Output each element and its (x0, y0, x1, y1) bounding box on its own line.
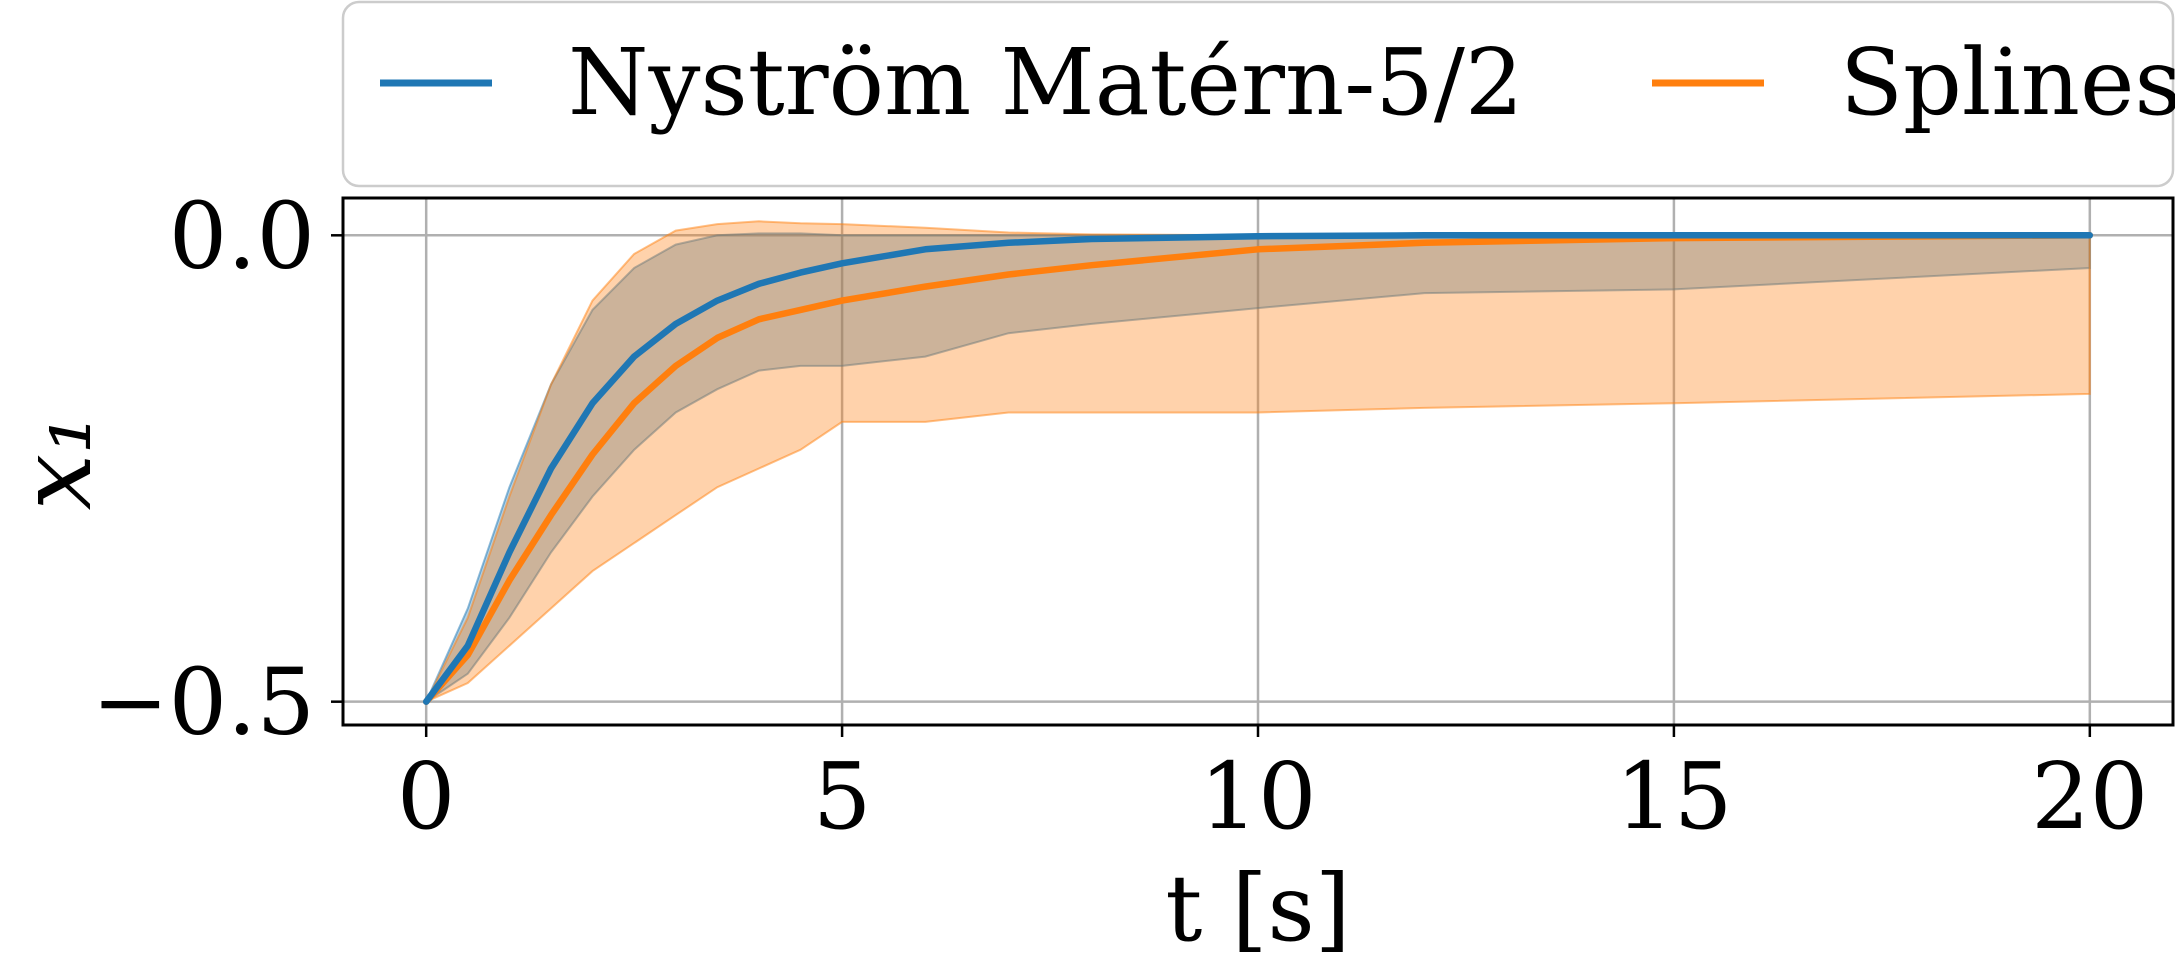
line-series-2 (422, 232, 2094, 705)
x-axis-ticks: 0 5 10 15 20 (397, 725, 2148, 850)
x-tick-label: 0 (397, 743, 456, 850)
x-tick-label: 10 (1199, 743, 1316, 850)
legend: Nyström Matérn-5/2 Splines (341, 0, 2175, 188)
y-tick-label: 0.0 (169, 182, 315, 289)
plot-area (341, 196, 2175, 727)
y-axis-label: x₁ (0, 414, 114, 510)
legend-label-series-1: Nyström Matérn-5/2 (568, 29, 1523, 136)
x-tick-label: 20 (2031, 743, 2148, 850)
x-tick-label: 5 (813, 743, 872, 850)
x-tick-label: 15 (1615, 743, 1732, 850)
legend-label-series-2: Splines (1840, 29, 2175, 136)
line-series-1 (422, 232, 2094, 705)
legend-box (341, 0, 2175, 188)
x-axis-label: t [s] (1165, 855, 1350, 962)
confidence-bands (423, 220, 2091, 705)
y-tick-label: −0.5 (92, 649, 315, 756)
y-axis-ticks: 0.0 −0.5 (92, 182, 343, 756)
band-series-2 (424, 220, 2091, 704)
series-lines (422, 232, 2094, 705)
